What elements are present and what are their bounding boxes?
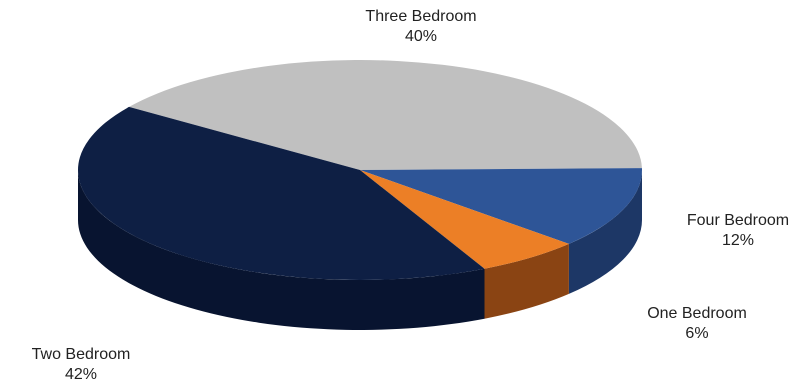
slice-two-bedroom bbox=[78, 106, 485, 280]
slice-side-four-bedroom bbox=[568, 170, 642, 294]
label-two-bedroom-name: Two Bedroom bbox=[31, 346, 131, 363]
label-two-bedroom: Two Bedroom 42% bbox=[32, 345, 131, 385]
label-two-bedroom-pct: 42% bbox=[64, 366, 98, 383]
slice-three-bedroom bbox=[128, 60, 642, 170]
slice-side-two-bedroom bbox=[78, 170, 485, 331]
label-four-bedroom: Four Bedroom 12% bbox=[687, 211, 789, 251]
label-one-bedroom: One Bedroom 6% bbox=[647, 304, 747, 344]
slice-one-bedroom bbox=[360, 170, 569, 269]
label-three-bedroom-pct: 40% bbox=[404, 28, 438, 45]
slice-four-bedroom bbox=[360, 168, 642, 244]
label-one-bedroom-name: One Bedroom bbox=[647, 305, 747, 322]
slice-side-one-bedroom bbox=[484, 243, 569, 319]
label-four-bedroom-pct: 12% bbox=[721, 232, 755, 249]
label-one-bedroom-pct: 6% bbox=[685, 325, 709, 342]
label-four-bedroom-name: Four Bedroom bbox=[686, 212, 790, 229]
label-three-bedroom: Three Bedroom 40% bbox=[365, 7, 476, 47]
label-three-bedroom-name: Three Bedroom bbox=[365, 8, 477, 25]
